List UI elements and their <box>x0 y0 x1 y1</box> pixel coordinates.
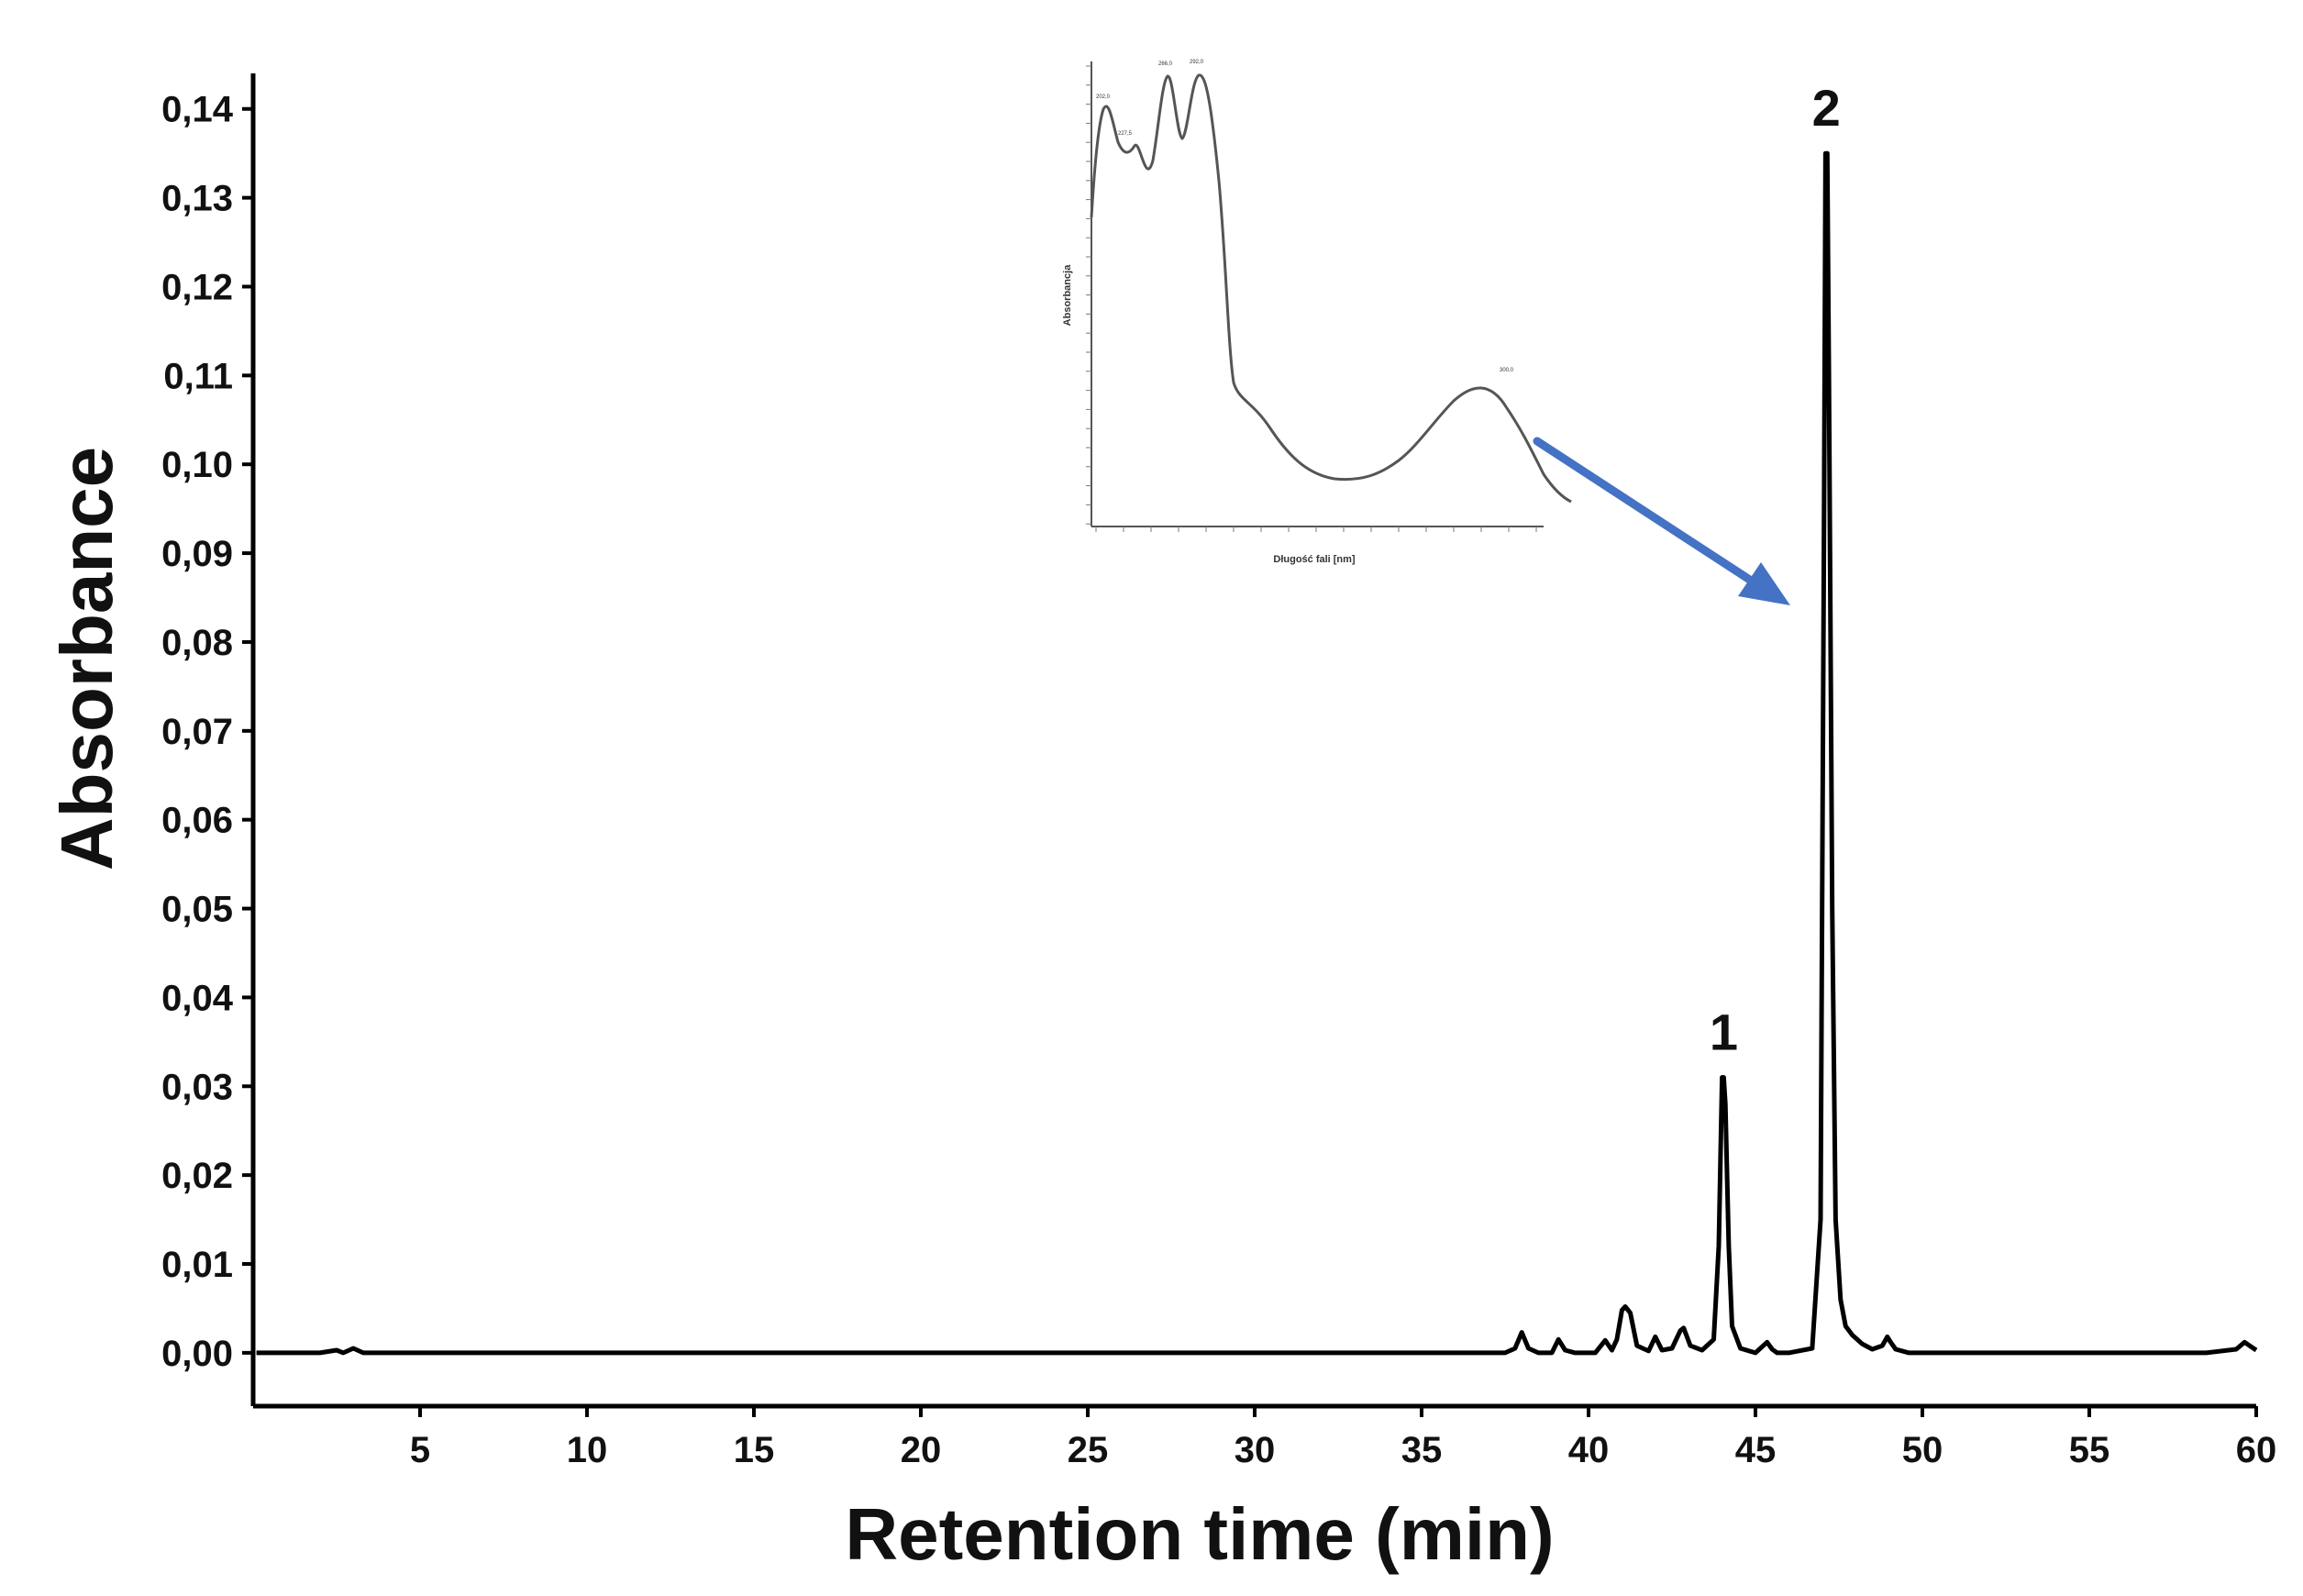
inset-peak-label-1: 202,0 <box>1096 94 1111 100</box>
y-tick-label: 0,00 <box>161 1334 233 1374</box>
inset-peak-label-5: 300,0 <box>1500 368 1514 373</box>
y-tick-label: 0,09 <box>161 534 233 574</box>
x-tick-label: 40 <box>1568 1430 1610 1470</box>
y-ticks: 0,00 0,01 0,02 0,03 0,04 0,05 0,06 0,07 0,08 0,09… <box>161 90 253 1374</box>
y-tick-label: 0,04 <box>161 978 234 1018</box>
arrow-shaft <box>1533 437 1766 592</box>
inset-peak-label-2: 227,5 <box>1118 131 1133 137</box>
y-tick-label: 0,08 <box>161 623 233 663</box>
y-tick-label: 0,03 <box>161 1067 233 1107</box>
x-tick-label: 25 <box>1068 1430 1109 1470</box>
y-tick-label: 0,11 <box>163 356 233 396</box>
x-tick-label: 50 <box>1902 1430 1943 1470</box>
x-tick-label: 35 <box>1401 1430 1443 1470</box>
series <box>256 150 2258 1356</box>
peak-label-2: 2 <box>1812 79 1841 137</box>
x-tick-label: 5 <box>410 1430 430 1470</box>
y-tick-label: 0,07 <box>161 712 233 752</box>
x-ticks: 5 10 15 20 25 30 35 40 45 50 55 60 <box>410 1406 2276 1470</box>
y-tick-label: 0,02 <box>161 1156 233 1196</box>
inset-background <box>1057 52 1548 584</box>
x-tick-label: 55 <box>2069 1430 2110 1470</box>
inset-peak-label-3: 266,0 <box>1158 61 1173 67</box>
arrow-head <box>1738 562 1790 605</box>
chromatogram-line <box>256 150 2258 1356</box>
x-tick-label: 10 <box>567 1430 608 1470</box>
x-axis-title: Retention time (min) <box>845 1493 1554 1575</box>
x-tick-label: 45 <box>1735 1430 1777 1470</box>
y-tick-label: 0,14 <box>161 90 234 130</box>
x-tick-label: 30 <box>1235 1430 1276 1470</box>
inset-y-title: Absorbancja <box>1062 264 1073 327</box>
x-tick-label: 20 <box>901 1430 942 1470</box>
peak-label-1: 1 <box>1710 1003 1738 1061</box>
x-tick-label: 15 <box>734 1430 775 1470</box>
inset-spectrum-line <box>1090 73 1572 504</box>
y-tick-label: 0,13 <box>161 179 233 219</box>
uv-spectrum-inset: 202,0 227,5 266,0 292,0 300,0 Absorbancj… <box>1057 52 1572 584</box>
y-tick-label: 0,10 <box>161 445 233 485</box>
blue-arrow <box>1533 437 1790 605</box>
y-tick-label: 0,12 <box>161 267 233 307</box>
y-tick-label: 0,05 <box>161 890 233 930</box>
y-axis-title: Absorbance <box>46 447 127 870</box>
y-tick-label: 0,06 <box>161 801 233 841</box>
inset-peak-label-4: 292,0 <box>1190 60 1204 65</box>
y-tick-label: 0,01 <box>161 1245 233 1285</box>
inset-ticks <box>1086 65 1537 532</box>
x-tick-label: 60 <box>2236 1430 2277 1470</box>
inset-x-title: Długość fali [nm] <box>1273 554 1356 565</box>
peak-annotations: 12 <box>1710 79 1841 1060</box>
